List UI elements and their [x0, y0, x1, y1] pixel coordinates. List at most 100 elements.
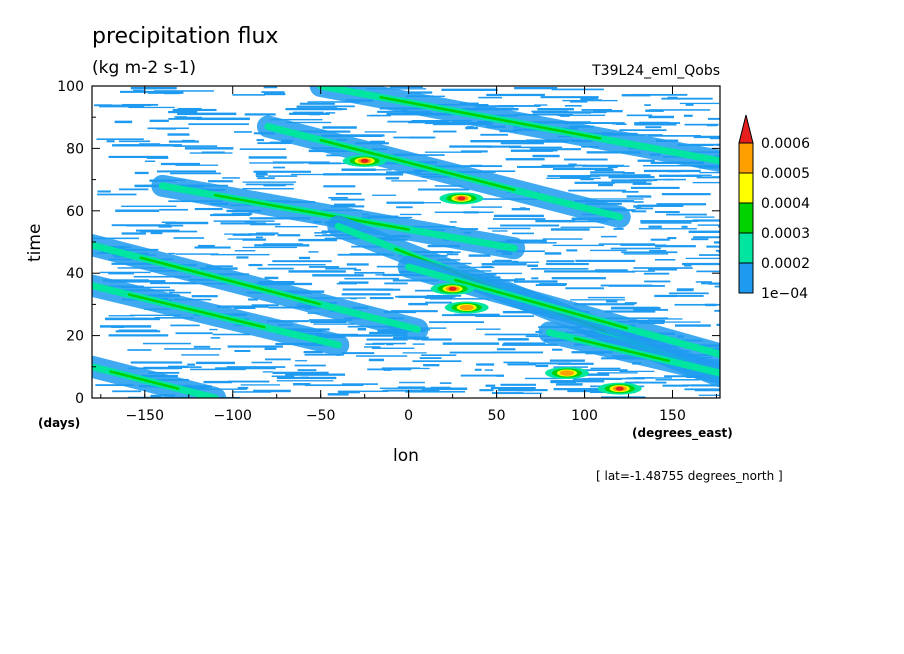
streak — [396, 206, 413, 209]
streak — [226, 366, 286, 368]
x-axis-label: lon — [393, 446, 419, 466]
streak — [441, 88, 498, 91]
streak — [193, 345, 211, 348]
streak — [402, 352, 427, 354]
streak — [696, 176, 720, 179]
streak — [621, 251, 678, 254]
chart-units: (kg m-2 s-1) — [92, 58, 197, 78]
streak — [240, 384, 281, 386]
streak — [249, 217, 311, 220]
streak — [560, 114, 570, 117]
streak — [293, 383, 311, 386]
streak — [634, 122, 681, 124]
streak — [514, 86, 558, 90]
streak — [667, 96, 678, 99]
streak — [583, 97, 598, 100]
streak — [676, 288, 694, 291]
streak — [108, 272, 134, 275]
streak — [147, 91, 184, 94]
streak — [165, 221, 209, 225]
streak — [366, 338, 408, 341]
streak — [551, 165, 575, 168]
streak — [232, 391, 271, 393]
streak — [411, 119, 472, 122]
streak — [588, 377, 645, 380]
streak — [400, 213, 422, 216]
streak — [683, 114, 693, 117]
streak — [122, 103, 159, 106]
streak — [341, 293, 391, 296]
streak — [354, 271, 385, 274]
streak — [695, 281, 712, 283]
streak — [664, 178, 674, 181]
streak — [544, 270, 604, 273]
band-3-core — [213, 193, 410, 231]
band-2-core — [127, 293, 266, 329]
streak — [251, 361, 273, 364]
streak — [158, 225, 172, 228]
streak — [606, 300, 618, 303]
streak — [248, 156, 287, 159]
streak — [421, 338, 452, 341]
streak — [512, 232, 535, 235]
streak — [587, 296, 625, 299]
streak — [460, 150, 488, 153]
streak — [463, 165, 503, 168]
streak — [106, 140, 115, 143]
streak — [173, 145, 218, 147]
streak — [531, 277, 539, 280]
streak — [399, 381, 425, 384]
streak — [449, 351, 494, 354]
streak — [114, 120, 133, 124]
streak — [688, 143, 720, 146]
streak — [341, 383, 378, 385]
streak — [433, 123, 493, 126]
streak — [144, 160, 156, 162]
streak — [686, 174, 712, 176]
colorbar-label: 1e−04 — [761, 286, 808, 302]
streak — [484, 369, 494, 371]
streak — [128, 106, 175, 109]
streak — [575, 369, 628, 371]
streak — [715, 249, 720, 252]
streak — [600, 284, 653, 287]
peak-5-l5 — [615, 386, 624, 391]
streak — [590, 367, 621, 370]
streak — [194, 246, 231, 249]
streak — [190, 368, 246, 371]
streak — [251, 304, 279, 307]
streak — [587, 99, 602, 101]
streak — [310, 320, 347, 324]
streak — [491, 392, 524, 394]
streak — [311, 162, 352, 165]
streak — [537, 108, 574, 111]
streak — [471, 206, 503, 208]
streak — [175, 253, 219, 255]
streak — [264, 347, 277, 351]
streak — [682, 384, 720, 387]
streak — [497, 105, 541, 107]
streak — [487, 227, 531, 230]
streak — [608, 175, 655, 179]
streak — [419, 357, 442, 360]
streak — [368, 358, 385, 362]
streak — [600, 396, 646, 398]
streak — [262, 371, 273, 373]
streak — [626, 94, 636, 96]
streak — [465, 126, 479, 130]
streak — [353, 169, 392, 171]
streak — [520, 242, 557, 244]
streak — [553, 366, 589, 368]
colorbar-arrow — [738, 114, 754, 144]
streak — [666, 213, 707, 216]
streak — [285, 121, 332, 124]
streak — [569, 100, 588, 103]
streak — [567, 389, 616, 393]
streak — [474, 368, 482, 371]
streak — [272, 260, 332, 263]
streak — [168, 140, 199, 143]
streak — [503, 361, 529, 364]
streak — [650, 238, 670, 241]
streak — [288, 270, 346, 273]
